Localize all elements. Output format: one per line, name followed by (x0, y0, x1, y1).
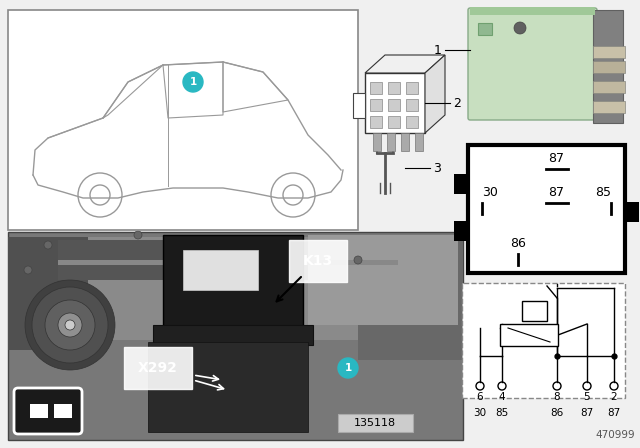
Text: 8: 8 (554, 392, 560, 402)
Text: 87: 87 (607, 408, 621, 418)
Bar (625, 202, 639, 222)
Bar (388, 82, 400, 94)
Circle shape (338, 358, 358, 378)
Text: 1: 1 (434, 43, 442, 56)
Circle shape (354, 256, 362, 264)
Circle shape (183, 72, 203, 92)
Circle shape (32, 287, 108, 363)
Bar (148, 342, 308, 432)
Text: 6: 6 (477, 392, 483, 402)
Bar (30, 404, 48, 418)
Bar (373, 133, 381, 151)
Bar (593, 61, 625, 73)
Circle shape (65, 320, 75, 330)
Circle shape (45, 300, 95, 350)
Text: 3: 3 (433, 161, 441, 175)
Circle shape (58, 313, 82, 337)
Bar (370, 99, 382, 111)
Bar (58, 260, 398, 265)
Bar (401, 133, 409, 151)
Text: 135118: 135118 (354, 418, 396, 428)
Bar (406, 82, 418, 94)
Bar (593, 101, 625, 113)
Bar (370, 82, 382, 94)
Text: 87: 87 (548, 152, 564, 165)
Bar (358, 237, 463, 360)
Text: 4: 4 (499, 392, 506, 402)
Bar (388, 116, 400, 128)
Bar (478, 23, 492, 35)
Bar (8, 232, 463, 440)
Text: 86: 86 (510, 237, 526, 250)
Bar (183, 250, 258, 290)
Text: 470999: 470999 (595, 430, 635, 440)
Bar (153, 325, 313, 345)
Bar (365, 73, 425, 133)
Bar (8, 237, 88, 350)
Bar (58, 240, 398, 280)
Text: 86: 86 (550, 408, 564, 418)
Circle shape (134, 231, 142, 239)
Bar (500, 324, 558, 346)
Bar (470, 7, 595, 15)
Bar (163, 235, 303, 330)
Circle shape (24, 266, 32, 274)
Bar (387, 133, 395, 151)
Bar (462, 283, 625, 398)
Text: 1: 1 (189, 77, 196, 87)
Text: 87: 87 (548, 186, 564, 199)
Text: 5: 5 (584, 392, 590, 402)
Bar (370, 116, 382, 128)
Text: 85: 85 (595, 186, 611, 199)
Bar (522, 301, 547, 321)
Bar (8, 10, 358, 230)
Circle shape (44, 241, 52, 249)
Bar (388, 99, 400, 111)
Bar (593, 81, 625, 93)
Text: K13: K13 (303, 254, 333, 268)
Circle shape (25, 280, 115, 370)
Bar (454, 221, 468, 241)
Bar (415, 133, 423, 151)
Bar (54, 404, 72, 418)
Text: 30: 30 (482, 186, 498, 199)
Circle shape (514, 22, 526, 34)
Bar (454, 174, 468, 194)
Bar (593, 10, 623, 123)
Bar (338, 414, 413, 432)
Bar (468, 145, 625, 273)
Text: 2: 2 (453, 96, 461, 109)
Text: 2: 2 (611, 392, 618, 402)
Polygon shape (365, 55, 445, 73)
Bar (406, 99, 418, 111)
Bar (406, 116, 418, 128)
Text: 1: 1 (344, 363, 351, 373)
Text: 30: 30 (474, 408, 486, 418)
Polygon shape (425, 55, 445, 133)
FancyBboxPatch shape (14, 388, 82, 434)
Text: 87: 87 (580, 408, 594, 418)
Text: 85: 85 (495, 408, 509, 418)
FancyBboxPatch shape (468, 8, 597, 120)
Bar (308, 235, 458, 325)
Bar (68, 237, 408, 340)
Text: X292: X292 (138, 361, 178, 375)
Bar (353, 93, 365, 118)
Bar (593, 46, 625, 58)
